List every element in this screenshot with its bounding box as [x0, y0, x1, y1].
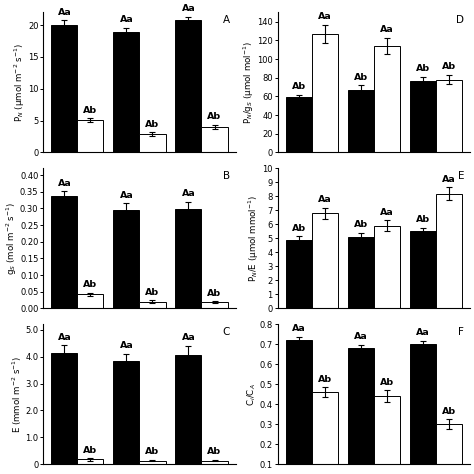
- Text: Ab: Ab: [380, 378, 394, 387]
- Text: Aa: Aa: [380, 25, 393, 34]
- Text: Aa: Aa: [182, 4, 195, 13]
- Bar: [436, 80, 462, 153]
- Text: Ab: Ab: [416, 64, 430, 73]
- Bar: [436, 424, 462, 474]
- Text: E: E: [457, 171, 464, 181]
- Bar: [51, 196, 77, 309]
- Bar: [175, 209, 201, 309]
- Bar: [347, 237, 374, 309]
- Y-axis label: P$_N$ (μmol m$^{-2}$ s$^{-1}$): P$_N$ (μmol m$^{-2}$ s$^{-1}$): [12, 43, 27, 122]
- Bar: [175, 20, 201, 153]
- Bar: [139, 134, 165, 153]
- Text: Aa: Aa: [119, 15, 133, 24]
- Text: B: B: [223, 171, 230, 181]
- Bar: [201, 302, 228, 309]
- Bar: [77, 120, 103, 153]
- Y-axis label: g$_S$ (mol m$^{-2}$ s$^{-1}$): g$_S$ (mol m$^{-2}$ s$^{-1}$): [4, 202, 18, 275]
- Text: Aa: Aa: [380, 208, 393, 217]
- Bar: [374, 46, 400, 153]
- Text: Ab: Ab: [292, 224, 306, 233]
- Bar: [347, 90, 374, 153]
- Bar: [347, 348, 374, 474]
- Text: Aa: Aa: [442, 175, 456, 184]
- Text: Ab: Ab: [146, 120, 160, 129]
- Bar: [436, 193, 462, 309]
- Text: Aa: Aa: [57, 333, 71, 342]
- Bar: [77, 459, 103, 465]
- Bar: [201, 461, 228, 465]
- Text: Ab: Ab: [83, 106, 98, 115]
- Bar: [51, 25, 77, 153]
- Text: Ab: Ab: [146, 288, 160, 297]
- Text: A: A: [223, 15, 230, 25]
- Bar: [286, 240, 312, 309]
- Text: Aa: Aa: [292, 324, 306, 333]
- Bar: [113, 32, 139, 153]
- Text: Aa: Aa: [182, 333, 195, 342]
- Text: Aa: Aa: [182, 189, 195, 198]
- Bar: [139, 461, 165, 465]
- Y-axis label: E (mmol m$^{-2}$ s$^{-1}$): E (mmol m$^{-2}$ s$^{-1}$): [10, 356, 24, 433]
- Text: Ab: Ab: [416, 215, 430, 224]
- Bar: [312, 392, 337, 474]
- Text: Ab: Ab: [208, 112, 221, 121]
- Text: D: D: [456, 15, 464, 25]
- Text: Ab: Ab: [442, 63, 456, 72]
- Text: Aa: Aa: [354, 332, 367, 341]
- Text: Ab: Ab: [318, 375, 332, 384]
- Y-axis label: P$_N$/g$_S$ (μmol mol$^{-1}$): P$_N$/g$_S$ (μmol mol$^{-1}$): [241, 41, 255, 124]
- Text: Ab: Ab: [354, 73, 368, 82]
- Text: Ab: Ab: [442, 407, 456, 416]
- Bar: [410, 81, 436, 153]
- Bar: [312, 213, 337, 309]
- Text: C: C: [222, 327, 230, 337]
- Y-axis label: C$_i$/C$_A$: C$_i$/C$_A$: [246, 383, 258, 406]
- Text: Ab: Ab: [146, 447, 160, 456]
- Text: Ab: Ab: [83, 280, 98, 289]
- Text: Aa: Aa: [318, 195, 332, 204]
- Bar: [139, 302, 165, 309]
- Text: F: F: [458, 327, 464, 337]
- Bar: [113, 361, 139, 465]
- Bar: [410, 344, 436, 474]
- Text: Ab: Ab: [208, 289, 221, 298]
- Text: Aa: Aa: [57, 179, 71, 188]
- Text: Ab: Ab: [292, 82, 306, 91]
- Text: Aa: Aa: [119, 341, 133, 350]
- Bar: [175, 356, 201, 465]
- Text: Ab: Ab: [354, 220, 368, 229]
- Bar: [77, 294, 103, 309]
- Bar: [410, 231, 436, 309]
- Text: Aa: Aa: [57, 8, 71, 17]
- Bar: [312, 34, 337, 153]
- Bar: [286, 97, 312, 153]
- Text: Aa: Aa: [416, 328, 429, 337]
- Bar: [113, 210, 139, 309]
- Bar: [286, 340, 312, 474]
- Bar: [374, 226, 400, 309]
- Y-axis label: P$_N$/E (μmol mmol$^{-1}$): P$_N$/E (μmol mmol$^{-1}$): [246, 195, 261, 282]
- Text: Ab: Ab: [83, 446, 98, 455]
- Text: Ab: Ab: [208, 447, 221, 456]
- Bar: [51, 353, 77, 465]
- Text: Aa: Aa: [318, 12, 332, 21]
- Bar: [374, 396, 400, 474]
- Bar: [201, 127, 228, 153]
- Text: Aa: Aa: [119, 191, 133, 200]
